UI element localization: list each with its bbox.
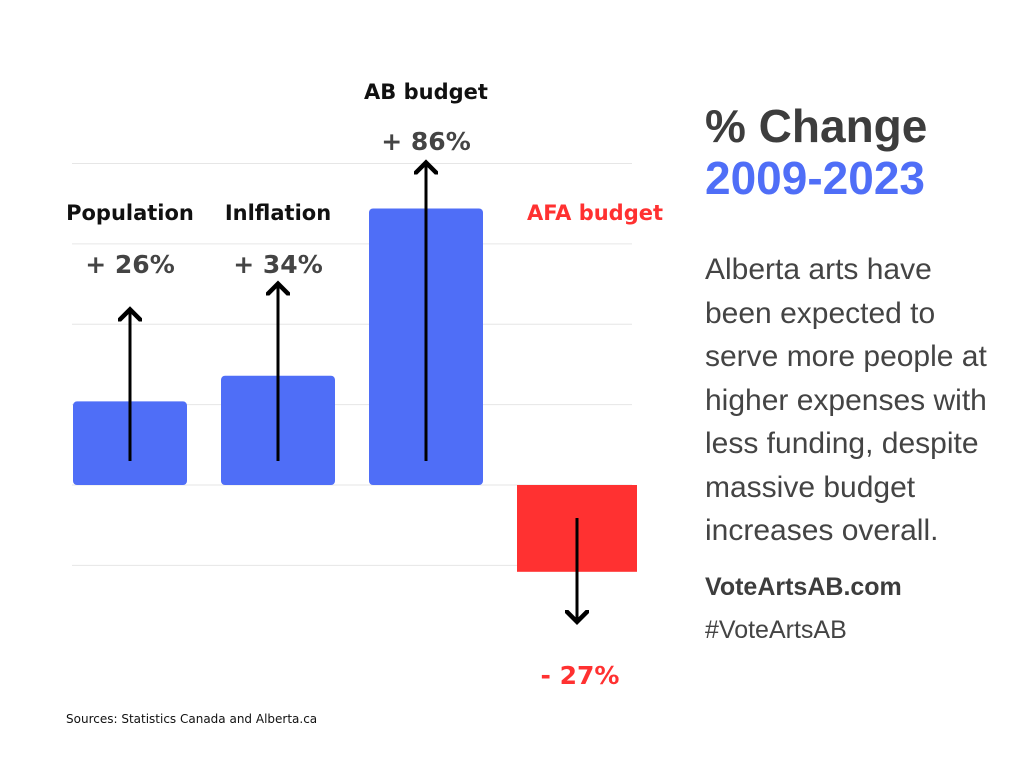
value-label-ab-budget: + 86%	[381, 127, 471, 156]
category-label-afa-budget: AFA budget	[527, 201, 663, 225]
value-label-inlflation: + 34%	[233, 250, 323, 279]
title-percent-change: % Change	[705, 100, 928, 152]
bars	[73, 163, 637, 622]
right-panel: % Change 2009-2023 Alberta arts have bee…	[705, 100, 1005, 645]
description-text: Alberta arts have been expected to serve…	[705, 253, 987, 547]
sources-note: Sources: Statistics Canada and Alberta.c…	[66, 712, 318, 726]
website-link[interactable]: VoteArtsAB.com	[705, 572, 902, 601]
category-label-inlflation: Inlflation	[225, 201, 331, 225]
category-label-population: Population	[66, 201, 194, 225]
labels: Population + 26% Inlflation + 34% AB budget +…	[66, 80, 663, 690]
hashtag: #VoteArtsAB	[705, 615, 847, 644]
category-label-ab-budget: AB budget	[364, 80, 488, 104]
value-label-population: + 26%	[85, 250, 175, 279]
title-date-range: 2009-2023	[705, 152, 925, 204]
value-label-afa-budget: - 27%	[541, 661, 620, 690]
